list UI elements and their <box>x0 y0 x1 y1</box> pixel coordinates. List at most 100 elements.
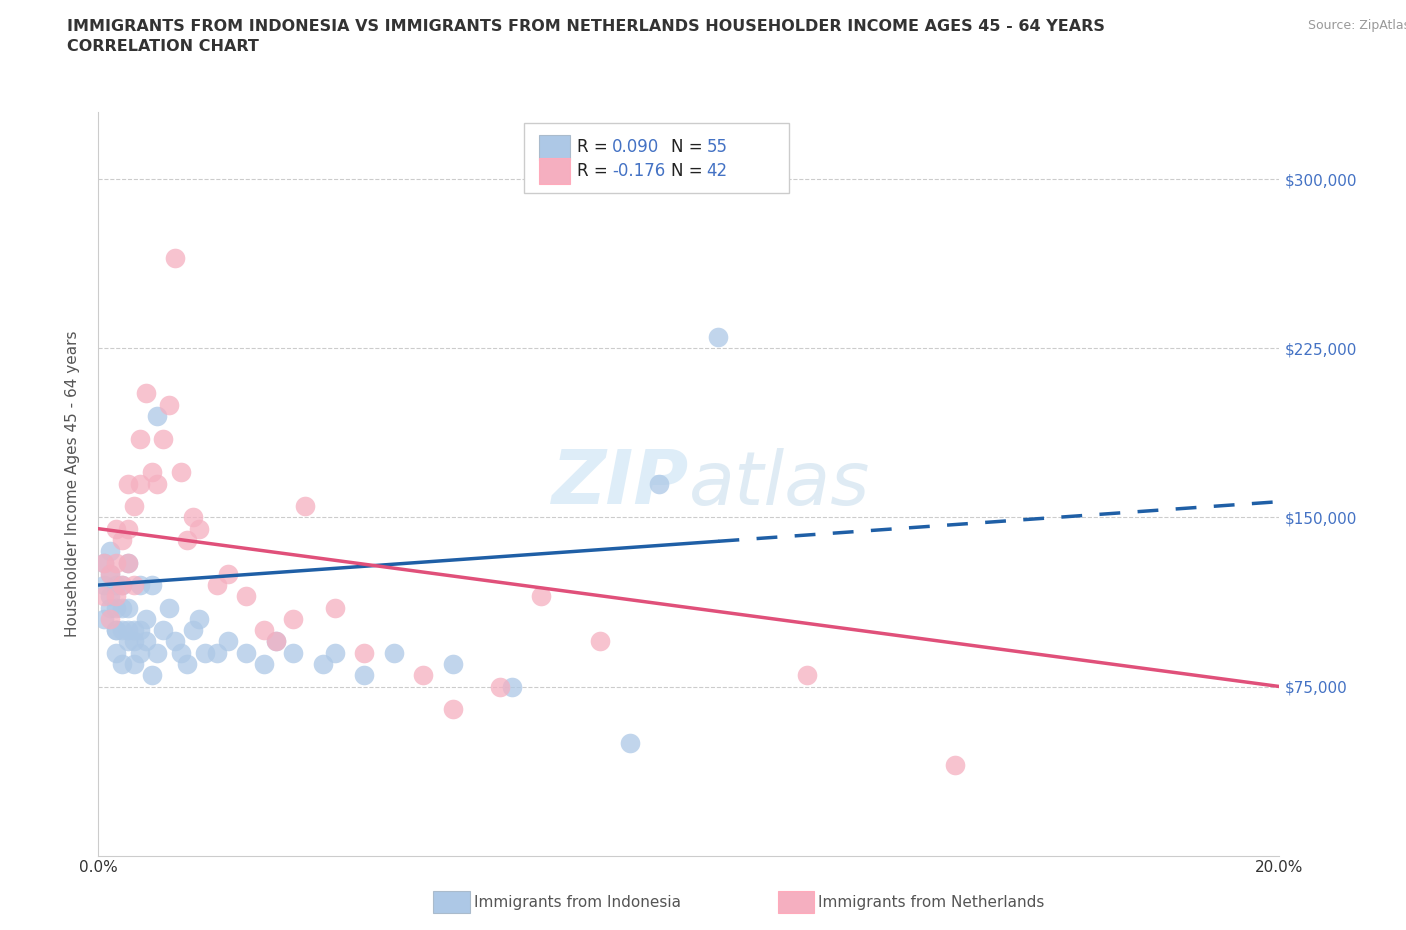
Point <box>353 645 375 660</box>
Point <box>217 566 239 581</box>
Y-axis label: Householder Income Ages 45 - 64 years: Householder Income Ages 45 - 64 years <box>65 330 80 637</box>
Point <box>141 465 163 480</box>
Point <box>98 566 121 581</box>
Point <box>205 645 228 660</box>
Point <box>111 578 134 592</box>
Point <box>707 329 730 344</box>
Text: 0.090: 0.090 <box>612 139 659 156</box>
Point <box>93 578 115 592</box>
FancyBboxPatch shape <box>538 135 569 160</box>
Point <box>181 623 204 638</box>
Point <box>619 736 641 751</box>
Point <box>98 611 121 626</box>
Point <box>128 476 150 491</box>
Text: Source: ZipAtlas.com: Source: ZipAtlas.com <box>1308 19 1406 32</box>
Point <box>157 397 180 412</box>
Point <box>152 623 174 638</box>
Point <box>294 498 316 513</box>
Point <box>323 600 346 615</box>
Point <box>105 623 128 638</box>
Point <box>122 634 145 649</box>
Point <box>589 634 612 649</box>
Point <box>187 521 209 536</box>
Point <box>111 533 134 548</box>
Text: Immigrants from Indonesia: Immigrants from Indonesia <box>474 895 681 910</box>
Point <box>205 578 228 592</box>
Point <box>382 645 405 660</box>
Point <box>441 657 464 671</box>
Point <box>235 589 257 604</box>
Text: N =: N = <box>671 139 709 156</box>
Point <box>122 578 145 592</box>
Point <box>501 679 523 694</box>
Point <box>165 251 187 266</box>
Point <box>530 589 553 604</box>
Point <box>135 611 157 626</box>
Point <box>157 600 180 615</box>
Point <box>105 578 128 592</box>
Point <box>122 657 145 671</box>
Point <box>93 611 115 626</box>
Text: 55: 55 <box>707 139 728 156</box>
Point <box>117 600 139 615</box>
Text: atlas: atlas <box>689 447 870 520</box>
Text: R =: R = <box>576 139 613 156</box>
Point <box>93 555 115 570</box>
Point <box>128 623 150 638</box>
Point <box>264 634 287 649</box>
Point <box>187 611 209 626</box>
Point <box>117 555 139 570</box>
Point <box>98 544 121 559</box>
Point <box>111 623 134 638</box>
Text: 42: 42 <box>707 162 728 180</box>
Point <box>648 476 671 491</box>
Point <box>93 589 115 604</box>
Point <box>122 498 145 513</box>
Text: CORRELATION CHART: CORRELATION CHART <box>67 39 259 54</box>
Point <box>111 578 134 592</box>
Point <box>194 645 217 660</box>
Point <box>943 758 966 773</box>
Point <box>105 600 128 615</box>
Text: R =: R = <box>576 162 613 180</box>
Point <box>117 634 139 649</box>
Text: ZIP: ZIP <box>551 447 689 520</box>
Text: Immigrants from Netherlands: Immigrants from Netherlands <box>818 895 1045 910</box>
Point <box>146 408 169 423</box>
Point <box>146 476 169 491</box>
Point <box>93 555 115 570</box>
Point <box>105 623 128 638</box>
Point <box>170 645 193 660</box>
Point <box>217 634 239 649</box>
Point <box>105 645 128 660</box>
Point <box>141 668 163 683</box>
Point <box>283 645 305 660</box>
Point <box>111 600 134 615</box>
FancyBboxPatch shape <box>523 123 789 193</box>
Point <box>176 657 198 671</box>
Point <box>98 589 121 604</box>
Point <box>105 589 128 604</box>
Point <box>264 634 287 649</box>
Point <box>253 623 276 638</box>
Point <box>135 634 157 649</box>
Point <box>412 668 434 683</box>
Point <box>181 510 204 525</box>
Point <box>489 679 512 694</box>
Text: N =: N = <box>671 162 709 180</box>
Point <box>117 555 139 570</box>
Point <box>128 432 150 446</box>
Point <box>353 668 375 683</box>
Point <box>170 465 193 480</box>
Point <box>135 386 157 401</box>
Point <box>98 600 121 615</box>
Point <box>253 657 276 671</box>
FancyBboxPatch shape <box>538 158 569 184</box>
Point <box>176 533 198 548</box>
Point <box>117 476 139 491</box>
Point <box>312 657 335 671</box>
Point <box>165 634 187 649</box>
Point <box>117 521 139 536</box>
Point <box>152 432 174 446</box>
Point <box>128 578 150 592</box>
